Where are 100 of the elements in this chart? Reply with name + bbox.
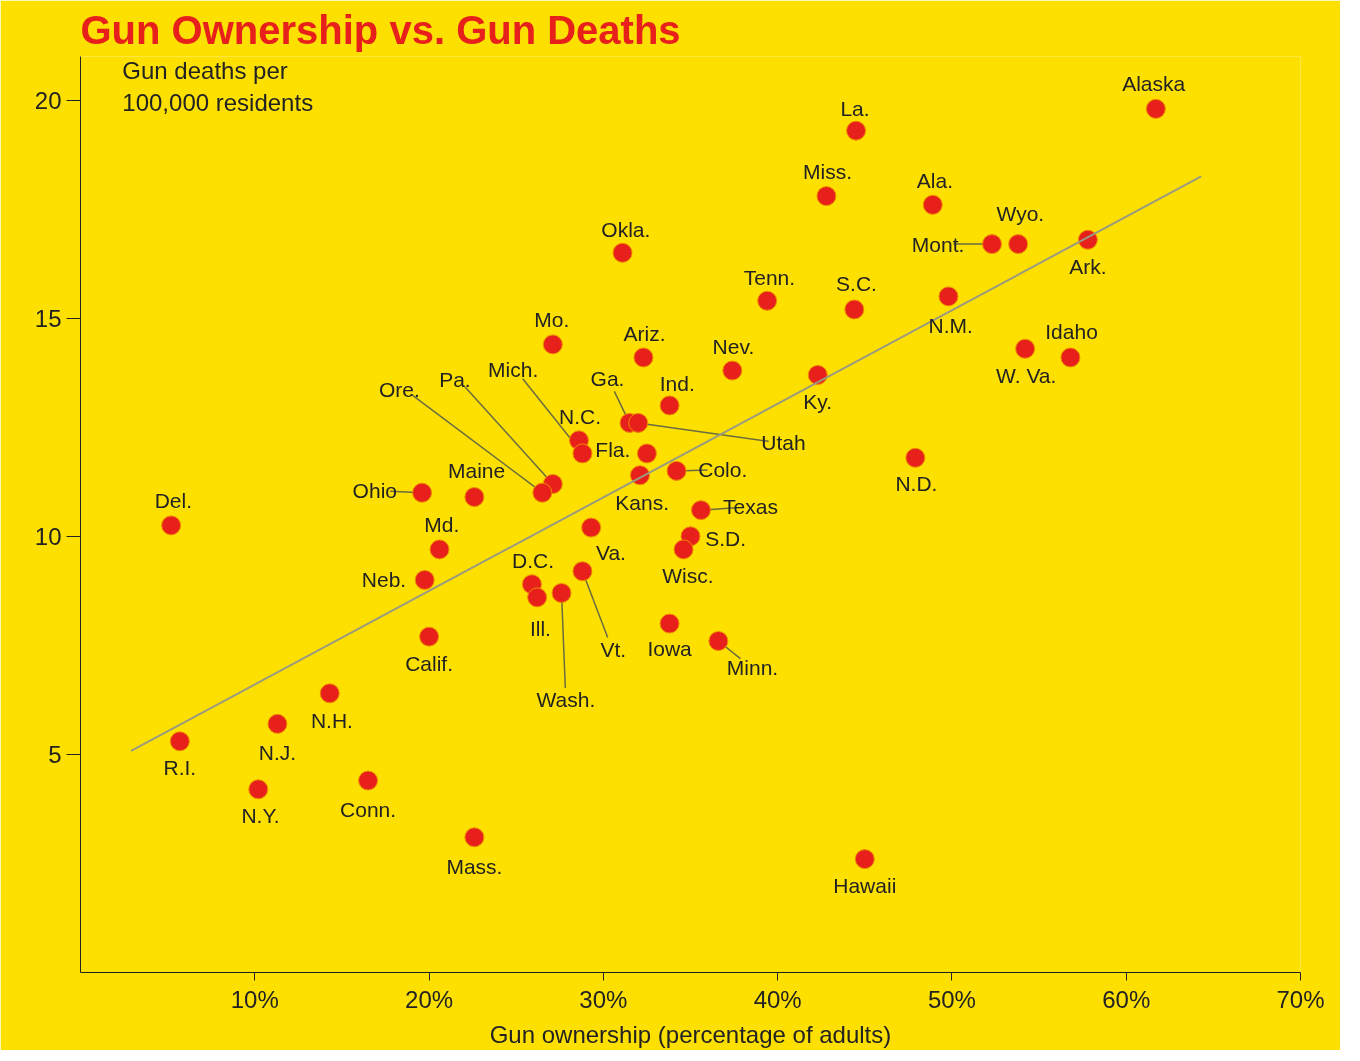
annotation: Mass. — [446, 855, 503, 879]
annotation: N.J. — [258, 740, 297, 764]
x-tick-label: 50% — [927, 985, 976, 1013]
annotation: La. — [840, 97, 870, 121]
annotation: Mich. — [488, 358, 539, 382]
point — [633, 347, 654, 368]
annotation: Texas — [723, 495, 778, 519]
annotation: Ohio — [352, 478, 397, 502]
annotation: Maine — [447, 459, 506, 483]
annotation: Va. — [595, 541, 626, 565]
annotation: Pa. — [439, 367, 471, 391]
annotation: Okla. — [601, 218, 651, 242]
annotation: Conn. — [340, 797, 397, 821]
annotation: Hawaii — [833, 873, 897, 897]
annotation: Tenn. — [743, 266, 796, 290]
point — [846, 120, 867, 141]
x-tick-label: 40% — [753, 985, 802, 1013]
annotation: N.C. — [559, 404, 602, 428]
x-axis-title: Gun ownership (percentage of adults) — [489, 1020, 892, 1048]
annotation: Ark. — [1069, 254, 1107, 278]
point — [673, 539, 694, 560]
point — [572, 561, 593, 582]
annotation: R.I. — [163, 756, 197, 780]
point — [527, 587, 548, 608]
chart-title: Gun Ownership vs. Gun Deaths — [80, 7, 681, 52]
annotation: Mont. — [911, 232, 965, 256]
point — [666, 460, 687, 481]
point — [854, 849, 875, 870]
annotation: Ariz. — [623, 321, 666, 345]
annotation: Wisc. — [662, 564, 714, 588]
x-tick-label: 70% — [1276, 985, 1325, 1013]
annotation: N.D. — [895, 471, 938, 495]
point — [905, 447, 926, 468]
point — [816, 186, 837, 207]
annotation: Calif. — [405, 651, 454, 675]
point — [551, 583, 572, 603]
point — [757, 290, 778, 311]
point — [169, 731, 190, 752]
x-tick-label: 30% — [579, 985, 628, 1013]
annotation: Fla. — [595, 437, 631, 461]
point — [412, 482, 433, 503]
annotation: Iowa — [647, 637, 693, 661]
y-tick-label: 15 — [34, 304, 62, 332]
y-tick-label: 10 — [34, 522, 62, 550]
point — [358, 770, 379, 791]
point — [659, 613, 680, 634]
point — [612, 242, 633, 263]
point — [807, 364, 828, 385]
annotation: S.D. — [705, 527, 747, 551]
annotation: Md. — [424, 512, 460, 536]
point — [636, 443, 657, 464]
point — [429, 539, 450, 560]
point — [844, 299, 865, 320]
point — [267, 713, 288, 734]
point — [464, 827, 485, 848]
annotation: Del. — [154, 488, 193, 512]
annotation: Nev. — [712, 334, 755, 358]
annotation: N.Y. — [241, 804, 280, 828]
annotation: Alaska — [1122, 72, 1186, 96]
point — [938, 286, 959, 307]
point — [532, 482, 553, 503]
point — [464, 487, 485, 508]
point — [982, 234, 1003, 255]
point — [581, 517, 602, 538]
annotation: Wash. — [536, 688, 596, 712]
point — [414, 569, 435, 590]
point — [708, 631, 729, 651]
point — [628, 412, 649, 433]
point — [542, 334, 563, 355]
point — [161, 515, 182, 536]
point — [572, 443, 593, 464]
annotation: Mo. — [534, 307, 570, 331]
x-tick-label: 10% — [230, 985, 279, 1013]
y-tick-label: 5 — [48, 740, 62, 768]
point — [1015, 338, 1036, 359]
annotation: Neb. — [361, 568, 407, 592]
annotation: D.C. — [512, 548, 554, 572]
point — [922, 194, 943, 215]
annotation: Ind. — [659, 371, 695, 395]
annotation: W. Va. — [996, 363, 1057, 387]
annotation: N.M. — [928, 313, 973, 337]
annotation: Miss. — [803, 160, 853, 184]
point — [319, 683, 340, 704]
point — [659, 395, 680, 416]
point — [248, 779, 269, 800]
annotation: Colo. — [698, 458, 748, 482]
y-axis-title: Gun deaths per 100,000 residents — [122, 56, 314, 116]
point — [1060, 347, 1081, 368]
annotation: Idaho — [1045, 319, 1098, 343]
y-tick-label: 20 — [34, 86, 62, 114]
annotation: Minn. — [726, 655, 779, 679]
annotation: Ill. — [529, 616, 551, 640]
annotation: Kans. — [615, 491, 670, 515]
point — [1145, 98, 1166, 119]
annotation: Wyo. — [996, 201, 1045, 225]
annotation: Utah — [761, 431, 806, 455]
point — [690, 500, 711, 521]
point — [1008, 234, 1029, 255]
annotation: Vt. — [600, 637, 627, 661]
point — [419, 626, 440, 647]
